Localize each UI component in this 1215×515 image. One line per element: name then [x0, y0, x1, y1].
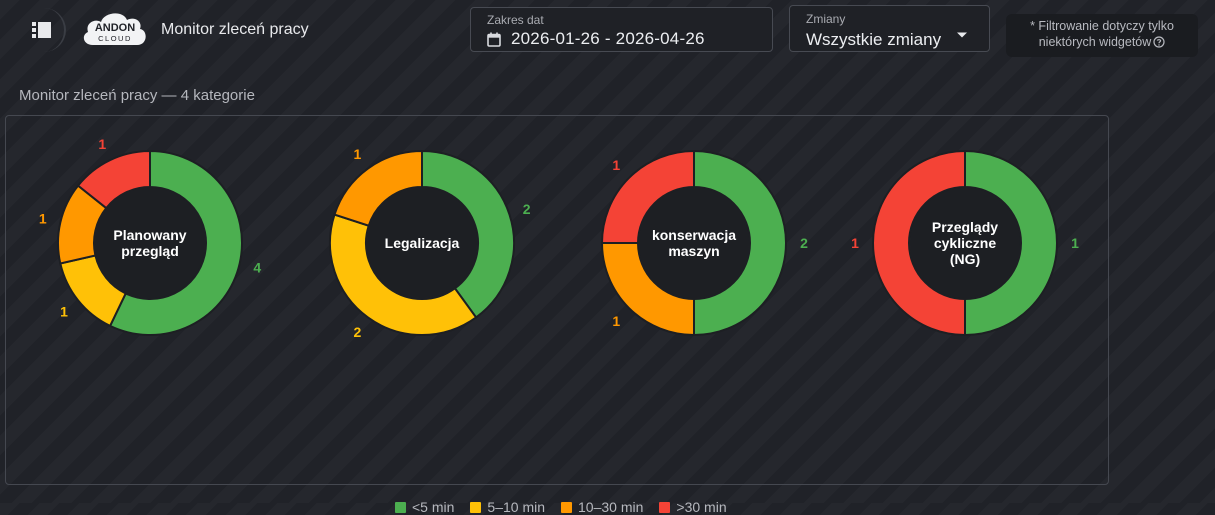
legend-item[interactable]: >30 min	[659, 499, 727, 515]
donut-chart: 2 2 1 Legalizacja	[329, 146, 531, 340]
filter-note-line1: * Filtrowanie dotyczy tylko	[1030, 19, 1174, 33]
donut-slice[interactable]	[108, 149, 243, 336]
slice-value-label: 1	[851, 235, 859, 251]
donut-center-label: konserwacja	[652, 227, 736, 243]
donut-slice[interactable]	[872, 149, 966, 337]
legend-swatch	[659, 501, 671, 513]
slice-value-label: 1	[98, 136, 106, 152]
donut-slice[interactable]	[600, 149, 695, 244]
donut-center-label: Planowany	[113, 227, 186, 243]
slice-value-label: 1	[1071, 235, 1079, 251]
donut-center-label: maszyn	[668, 243, 719, 259]
donut-center-label: Przeglądy	[932, 219, 998, 235]
legend-label: <5 min	[412, 499, 455, 515]
chevron-down-icon	[957, 32, 967, 38]
donut-hole	[367, 188, 477, 298]
legend-item[interactable]: 5–10 min	[470, 499, 545, 515]
donut-slice[interactable]	[76, 149, 151, 210]
date-range-value: 2026-01-26 - 2026-04-26	[511, 29, 705, 48]
donut-slice[interactable]	[333, 149, 423, 227]
info-icon[interactable]	[1153, 36, 1165, 48]
menu-icon	[32, 22, 51, 38]
app-title: Monitor zleceń pracy	[161, 21, 309, 38]
slice-value-label: 1	[39, 211, 47, 227]
donut-center-label: Legalizacja	[385, 235, 460, 251]
date-range-picker[interactable]: Zakres dat 2026-01-26 - 2026-04-26	[470, 7, 773, 52]
donut-hole	[639, 188, 749, 298]
slice-value-label: 4	[253, 259, 261, 275]
donut-center-label: cykliczne	[934, 235, 996, 251]
legend-swatch	[561, 501, 573, 513]
donut-center-label: (NG)	[950, 251, 980, 267]
donut-slice[interactable]	[693, 149, 787, 337]
legend-swatch	[395, 501, 406, 513]
legend-label: 10–30 min	[578, 499, 644, 515]
legend-item[interactable]: <5 min	[395, 499, 454, 515]
shifts-value: Wszystkie zmiany	[806, 30, 942, 49]
filter-note-line2: niektórych widgetów	[1038, 35, 1152, 49]
chart-legend: <5 min 5–10 min 10–30 min >30 min	[395, 499, 727, 515]
shifts-label: Zmiany	[806, 12, 846, 26]
section-title: Monitor zleceń pracy — 4 kategorie	[19, 87, 255, 104]
donut-hole	[95, 188, 205, 298]
filter-note: * Filtrowanie dotyczy tylko niektórych w…	[1006, 14, 1198, 57]
svg-text:CLOUD: CLOUD	[98, 34, 132, 43]
work-orders-widget: 4 1 1 1 Planowany przegląd 2 2 1 Legalizacja 2 1 1 ko…	[5, 115, 1109, 515]
sidebar-toggle-button[interactable]	[18, 8, 66, 52]
donut-center-label: przegląd	[121, 243, 179, 259]
legend-label: 5–10 min	[487, 499, 546, 515]
legend-item[interactable]: 10–30 min	[561, 499, 643, 515]
donut-slice[interactable]	[421, 149, 515, 319]
slice-value-label: 2	[353, 324, 361, 340]
andon-cloud-logo[interactable]: ANDON CLOUD	[79, 7, 151, 51]
slice-value-label: 1	[353, 146, 361, 162]
donut-slice[interactable]	[964, 149, 1058, 337]
slice-value-label: 1	[60, 304, 68, 320]
slice-value-label: 1	[612, 157, 620, 173]
legend-label: >30 min	[676, 499, 727, 515]
date-range-label: Zakres dat	[487, 13, 544, 27]
calendar-icon	[487, 32, 501, 47]
slice-value-label: 1	[612, 313, 620, 329]
svg-text:ANDON: ANDON	[95, 22, 135, 34]
shifts-select[interactable]: Zmiany Wszystkie zmiany	[789, 5, 990, 52]
legend-swatch	[470, 501, 482, 513]
donut-slice[interactable]	[329, 213, 478, 336]
slice-value-label: 2	[800, 235, 808, 251]
donut-hole	[910, 188, 1020, 298]
slice-value-label: 2	[523, 201, 531, 217]
